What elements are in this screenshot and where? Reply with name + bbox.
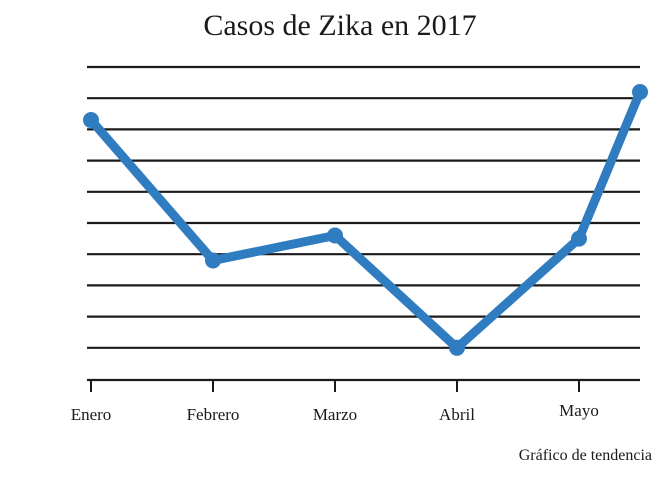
series-line-path xyxy=(86,87,645,353)
chart-caption: Gráfico de tendencia xyxy=(518,447,652,464)
chart-title: Casos de Zika en 2017 xyxy=(203,9,477,42)
x-tick-label: Mayo xyxy=(559,401,599,420)
x-tick-label: Febrero xyxy=(187,405,240,424)
data-point xyxy=(83,112,99,129)
series-line xyxy=(86,87,645,353)
data-points xyxy=(83,83,648,356)
x-tick-label: Enero xyxy=(71,405,112,424)
data-point xyxy=(327,227,343,244)
x-tick-label: Abril xyxy=(439,405,475,424)
x-axis: Enero Febrero Marzo Abril Mayo xyxy=(71,378,640,424)
data-point xyxy=(632,83,648,100)
data-point xyxy=(571,230,587,247)
data-point xyxy=(205,252,221,269)
gridlines xyxy=(87,65,640,349)
x-tick-label: Marzo xyxy=(313,405,357,424)
data-point xyxy=(449,339,465,356)
